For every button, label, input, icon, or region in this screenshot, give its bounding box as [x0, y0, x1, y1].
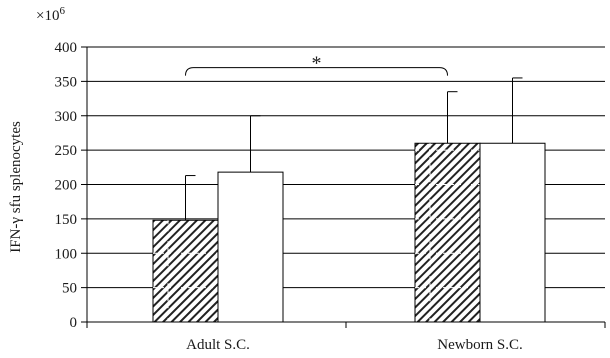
y-tick-label-300: 300	[55, 109, 78, 125]
y-multiplier: ×106	[36, 5, 65, 24]
significance-bracket	[185, 67, 448, 76]
bars	[152, 142, 546, 323]
y-tick-label-250: 250	[55, 143, 78, 159]
y-tick-label-200: 200	[55, 178, 78, 194]
y-tick-label-100: 100	[55, 246, 78, 262]
significance-star: *	[312, 53, 322, 75]
y-tick-labels: 0 50 100 150 200 250 300 350 400	[55, 40, 78, 331]
bar-0-0	[152, 219, 219, 323]
y-tick-label-150: 150	[55, 212, 78, 228]
category-label-1: Newborn S.C.	[437, 337, 522, 353]
y-tick-label-400: 400	[55, 40, 78, 56]
error-bars	[185, 77, 523, 221]
category-label-0: Adult S.C.	[186, 337, 250, 353]
significance-annotation: *	[185, 53, 448, 76]
y-tick-label-50: 50	[62, 281, 77, 297]
category-labels: Adult S.C. Newborn S.C.	[186, 337, 523, 353]
y-tick-label-350: 350	[55, 74, 78, 90]
axes	[81, 46, 606, 328]
y-axis-label: IFN-γ sfu splenocytes	[8, 121, 24, 253]
bar-1-1	[479, 142, 546, 323]
bar-0-1	[217, 171, 284, 323]
y-tick-label-0: 0	[70, 315, 78, 331]
bar-1-0	[414, 142, 481, 323]
